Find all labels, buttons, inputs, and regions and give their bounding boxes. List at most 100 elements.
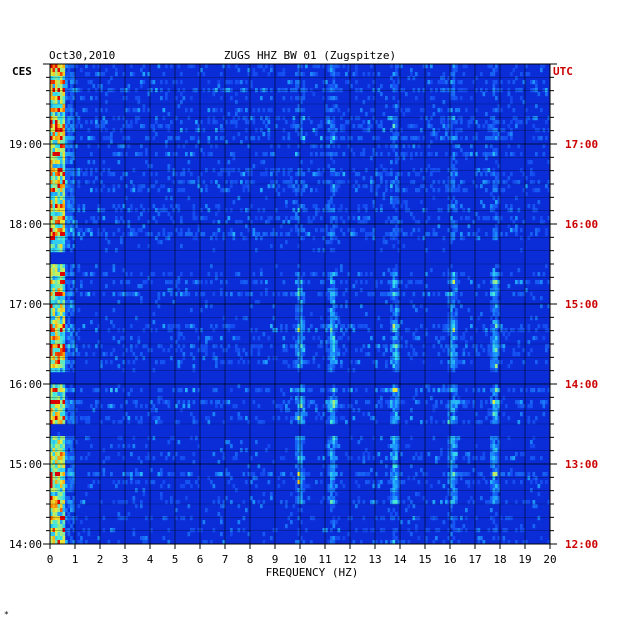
spectrogram-cell bbox=[290, 344, 293, 349]
spectrogram-cell bbox=[497, 488, 501, 493]
spectrogram-cell bbox=[75, 400, 78, 405]
spectrogram-cell bbox=[310, 188, 313, 193]
spectrogram-cell bbox=[475, 328, 478, 333]
spectrogram-cell bbox=[55, 76, 58, 81]
spectrogram-cell bbox=[525, 192, 528, 197]
spectrogram-cell bbox=[515, 352, 518, 357]
spectrogram-cell bbox=[75, 224, 78, 229]
spectrogram-cell bbox=[105, 68, 108, 73]
spectrogram-cell bbox=[77, 168, 81, 173]
spectrogram-cell bbox=[532, 88, 536, 93]
spectrogram-cell bbox=[85, 492, 88, 497]
spectrogram-cell bbox=[72, 156, 76, 161]
spectrogram-cell bbox=[145, 444, 148, 449]
spectrogram-cell bbox=[460, 88, 463, 93]
spectrogram-cell bbox=[415, 124, 418, 129]
spectrogram-cell bbox=[397, 360, 401, 365]
spectrogram-cell bbox=[247, 208, 251, 213]
spectrogram-cell bbox=[492, 364, 496, 369]
spectrogram-cell bbox=[450, 72, 453, 77]
spectrogram-cell bbox=[415, 308, 418, 313]
spectrogram-cell bbox=[335, 348, 338, 353]
spectrogram-cell bbox=[297, 64, 301, 69]
spectrogram-cell bbox=[165, 152, 168, 157]
spectrogram-cell bbox=[447, 88, 451, 93]
spectrogram-cell bbox=[260, 388, 263, 393]
spectrogram-cell bbox=[200, 120, 203, 125]
spectrogram-cell bbox=[470, 316, 473, 321]
spectrogram-cell bbox=[387, 444, 391, 449]
spectrogram-cell bbox=[255, 128, 258, 133]
spectrogram-cell bbox=[147, 164, 151, 169]
spectrogram-cell bbox=[165, 144, 168, 149]
spectrogram-cell bbox=[122, 136, 126, 141]
spectrogram-cell bbox=[57, 352, 61, 357]
spectrogram-cell bbox=[67, 188, 71, 193]
spectrogram-cell bbox=[422, 64, 426, 69]
spectrogram-cell bbox=[412, 476, 416, 481]
spectrogram-cell bbox=[85, 120, 88, 125]
spectrogram-cell bbox=[327, 84, 331, 89]
spectrogram-cell bbox=[397, 448, 401, 453]
spectrogram-cell bbox=[537, 92, 541, 97]
spectrogram-cell bbox=[57, 88, 61, 93]
spectrogram-cell bbox=[295, 364, 298, 369]
spectrogram-cell bbox=[50, 148, 53, 153]
spectrogram-cell bbox=[237, 272, 241, 277]
spectrogram-cell bbox=[302, 84, 306, 89]
spectrogram-cell bbox=[177, 104, 181, 109]
spectrogram-cell bbox=[62, 308, 66, 313]
spectrogram-cell bbox=[442, 388, 446, 393]
spectrogram-cell bbox=[60, 444, 63, 449]
spectrogram-cell bbox=[85, 416, 88, 421]
spectrogram-cell bbox=[205, 352, 208, 357]
spectrogram-cell bbox=[510, 216, 513, 221]
spectrogram-cell bbox=[297, 364, 301, 369]
spectrogram-cell bbox=[62, 188, 66, 193]
spectrogram-cell bbox=[385, 344, 388, 349]
spectrogram-cell bbox=[130, 232, 133, 237]
spectrogram-cell bbox=[485, 144, 488, 149]
spectrogram-cell bbox=[455, 280, 458, 285]
spectrogram-cell bbox=[417, 188, 421, 193]
spectrogram-cell bbox=[117, 204, 121, 209]
spectrogram-cell bbox=[280, 404, 283, 409]
spectrogram-cell bbox=[62, 216, 66, 221]
spectrogram-cell bbox=[170, 204, 173, 209]
spectrogram-cell bbox=[452, 276, 456, 281]
spectrogram-cell bbox=[67, 140, 71, 145]
spectrogram-cell bbox=[322, 228, 326, 233]
spectrogram-cell bbox=[395, 64, 398, 69]
spectrogram-cell bbox=[90, 168, 93, 173]
spectrogram-cell bbox=[290, 176, 293, 181]
spectrogram-cell bbox=[385, 184, 388, 189]
spectrogram-cell bbox=[377, 400, 381, 405]
spectrogram-cell bbox=[65, 72, 68, 77]
spectrogram-cell bbox=[72, 64, 76, 69]
spectrogram-cell bbox=[135, 108, 138, 113]
spectrogram-cell bbox=[297, 320, 301, 325]
spectrogram-cell bbox=[392, 396, 396, 401]
spectrogram-cell bbox=[57, 316, 61, 321]
spectrogram-cell bbox=[280, 72, 283, 77]
spectrogram-cell bbox=[517, 352, 521, 357]
spectrogram-cell bbox=[90, 120, 93, 125]
spectrogram-cell bbox=[390, 308, 393, 313]
spectrogram-cell bbox=[65, 188, 68, 193]
spectrogram-cell bbox=[447, 436, 451, 441]
spectrogram-cell bbox=[315, 128, 318, 133]
spectrogram-cell bbox=[490, 364, 493, 369]
spectrogram-cell bbox=[490, 444, 493, 449]
spectrogram-cell bbox=[220, 172, 223, 177]
spectrogram-cell bbox=[230, 292, 233, 297]
spectrogram-cell bbox=[80, 456, 83, 461]
spectrogram-cell bbox=[490, 280, 493, 285]
spectrogram-cell bbox=[55, 480, 58, 485]
spectrogram-cell bbox=[422, 360, 426, 365]
spectrogram-cell bbox=[50, 236, 53, 241]
spectrogram-cell bbox=[55, 112, 58, 117]
spectrogram-cell bbox=[147, 232, 151, 237]
spectrogram-cell bbox=[55, 304, 58, 309]
spectrogram-cell bbox=[75, 408, 78, 413]
spectrogram-cell bbox=[365, 312, 368, 317]
